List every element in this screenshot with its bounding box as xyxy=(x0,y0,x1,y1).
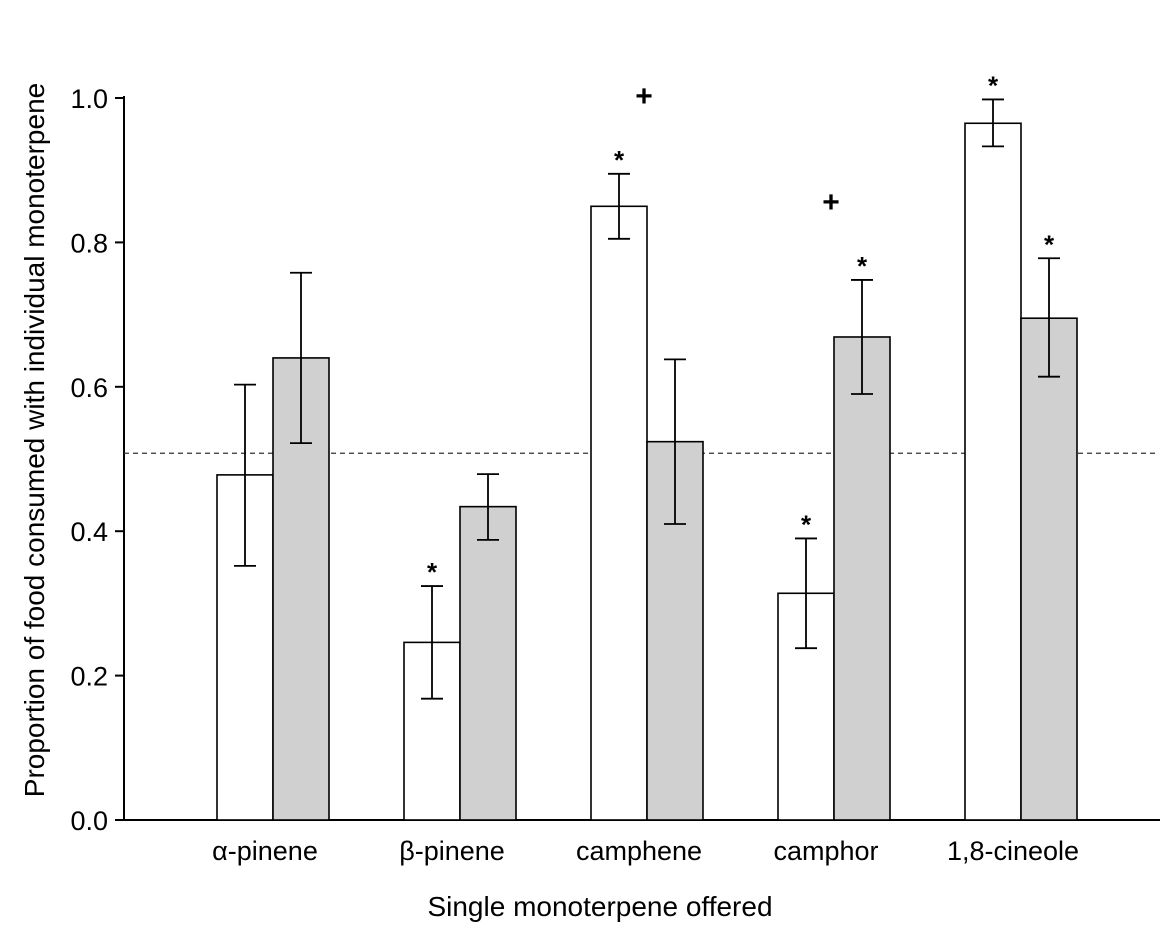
y-tick-label: 0.6 xyxy=(70,373,108,403)
bar xyxy=(964,122,1022,821)
y-tick-label: 0.4 xyxy=(70,517,108,547)
y-tick-label: 0.8 xyxy=(70,228,108,258)
x-tick-label: 1,8-cineole xyxy=(947,836,1079,866)
y-axis-title: Proportion of food consumed with individ… xyxy=(19,83,50,797)
x-tick-label: camphene xyxy=(576,836,702,866)
significance-marker: * xyxy=(988,70,999,100)
significance-marker: * xyxy=(801,509,812,539)
significance-marker: * xyxy=(614,145,625,175)
bar xyxy=(1020,317,1078,821)
bar xyxy=(590,205,648,821)
x-tick-label: β-pinene xyxy=(399,836,505,866)
bar xyxy=(833,336,891,821)
group-difference-marker: + xyxy=(635,80,653,113)
significance-marker: * xyxy=(427,557,438,587)
y-tick-label: 0.2 xyxy=(70,662,108,692)
significance-marker: * xyxy=(1044,229,1055,259)
y-tick-label: 0.0 xyxy=(70,806,108,836)
x-axis-title: Single monoterpene offered xyxy=(427,891,772,922)
y-tick-label: 1.0 xyxy=(70,84,108,114)
x-tick-label: α-pinene xyxy=(212,836,318,866)
plot-area: 0.0 0.2 0.4 0.6 0.8 1.0 * * * * * * + + α-pinene β-pine… xyxy=(70,70,1160,866)
x-tick-label: camphor xyxy=(773,836,878,866)
bar xyxy=(459,505,517,821)
group-difference-marker: + xyxy=(822,186,840,219)
significance-marker: * xyxy=(857,251,868,281)
